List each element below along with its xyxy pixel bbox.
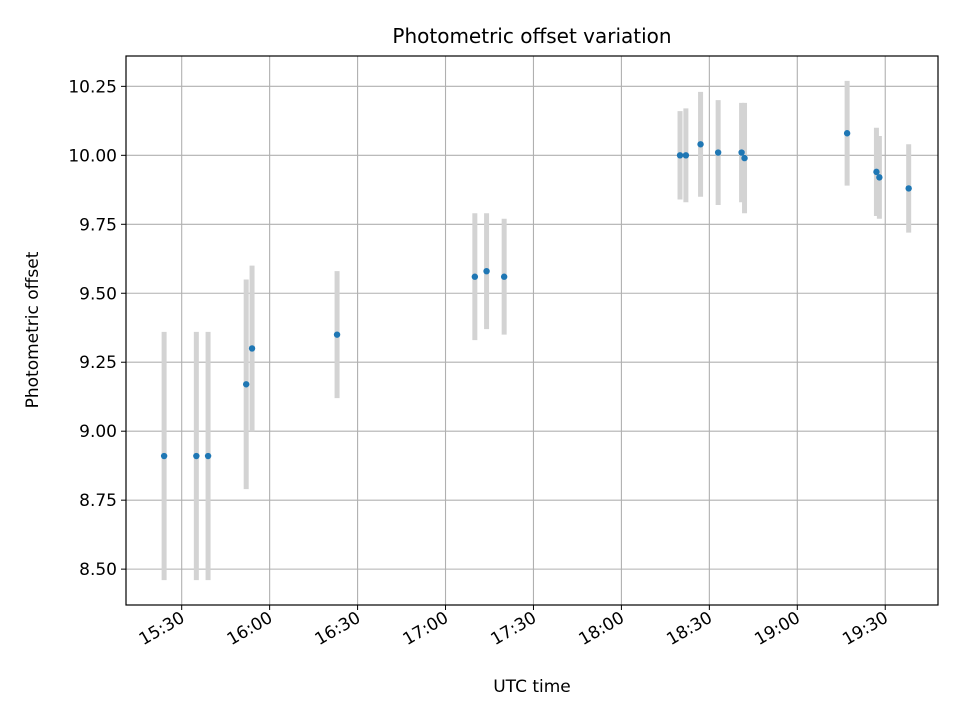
y-tick-label: 10.25 (68, 77, 117, 97)
data-point (697, 141, 704, 148)
y-axis-label: Photometric offset (23, 251, 43, 408)
data-point (242, 381, 250, 388)
y-tick-label: 10.00 (68, 146, 117, 166)
plot-frame (125, 55, 939, 606)
data-point (193, 452, 200, 460)
data-point (333, 331, 341, 338)
data-point (676, 152, 684, 159)
data-point (714, 149, 722, 156)
data-point (741, 154, 748, 162)
chart-title: Photometric offset variation (392, 24, 671, 48)
data-point (483, 267, 490, 275)
y-tick-label: 9.75 (79, 215, 117, 235)
data-point (873, 168, 880, 176)
data-point (843, 130, 851, 137)
y-tick-label: 9.00 (79, 422, 117, 442)
grid (126, 56, 938, 605)
data-point (500, 273, 508, 280)
data-point (682, 152, 690, 159)
data-point (876, 174, 883, 181)
y-tick-label: 8.75 (79, 491, 117, 511)
data-point (248, 345, 256, 352)
data-point (204, 452, 212, 460)
y-tick-label: 8.50 (79, 560, 117, 580)
data-point (738, 149, 745, 156)
y-tick-label: 9.50 (79, 284, 117, 304)
x-axis-label: UTC time (493, 677, 571, 697)
data-points (160, 130, 912, 460)
data-point (471, 273, 479, 280)
y-axis-ticks: 8.50 8.75 9.00 9.25 9.50 9.75 10.00 10.25 (68, 77, 126, 580)
data-point (160, 452, 168, 460)
data-point (905, 185, 912, 192)
y-tick-label: 9.25 (79, 353, 117, 373)
